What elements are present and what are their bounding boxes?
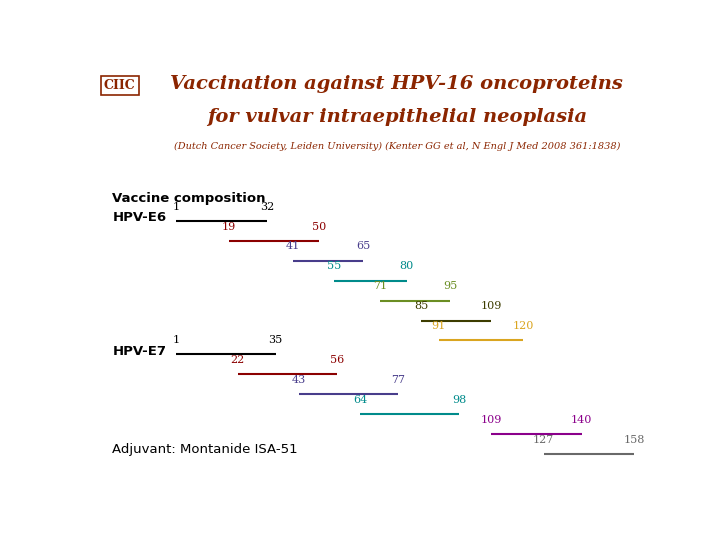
Text: 55: 55 <box>327 261 341 272</box>
Text: 127: 127 <box>533 435 554 445</box>
Text: for vulvar intraepithelial neoplasia: for vulvar intraepithelial neoplasia <box>207 109 587 126</box>
Text: CIIC: CIIC <box>104 79 135 92</box>
Text: 158: 158 <box>624 435 644 445</box>
Text: 71: 71 <box>374 281 387 292</box>
Text: 109: 109 <box>480 415 502 425</box>
Text: 1: 1 <box>173 201 180 212</box>
Text: 56: 56 <box>330 355 344 365</box>
Text: 77: 77 <box>391 375 405 385</box>
Text: 91: 91 <box>432 321 446 332</box>
Text: 32: 32 <box>260 201 274 212</box>
Text: (Dutch Cancer Society, Leiden University) (Kenter GG et al, N Engl J Med 2008 36: (Dutch Cancer Society, Leiden University… <box>174 141 620 151</box>
Text: 80: 80 <box>400 261 414 272</box>
Text: 1: 1 <box>173 335 180 345</box>
Text: 120: 120 <box>513 321 534 332</box>
Text: 95: 95 <box>444 281 458 292</box>
Text: Vaccination against HPV-16 oncoproteins: Vaccination against HPV-16 oncoproteins <box>171 75 624 93</box>
Text: 35: 35 <box>269 335 283 345</box>
Text: 98: 98 <box>452 395 467 405</box>
Text: 140: 140 <box>571 415 593 425</box>
Text: 19: 19 <box>222 221 236 232</box>
Text: 41: 41 <box>286 241 300 252</box>
Text: Vaccine composition: Vaccine composition <box>112 192 266 205</box>
Text: 64: 64 <box>353 395 367 405</box>
Text: 43: 43 <box>292 375 306 385</box>
Text: 50: 50 <box>312 221 326 232</box>
Text: 65: 65 <box>356 241 370 252</box>
Text: 85: 85 <box>414 301 428 312</box>
Text: Adjuvant: Montanide ISA-51: Adjuvant: Montanide ISA-51 <box>112 443 298 456</box>
Text: HPV-E6: HPV-E6 <box>112 211 166 224</box>
Text: HPV-E7: HPV-E7 <box>112 345 166 357</box>
Text: 109: 109 <box>480 301 502 312</box>
Text: 22: 22 <box>230 355 245 365</box>
